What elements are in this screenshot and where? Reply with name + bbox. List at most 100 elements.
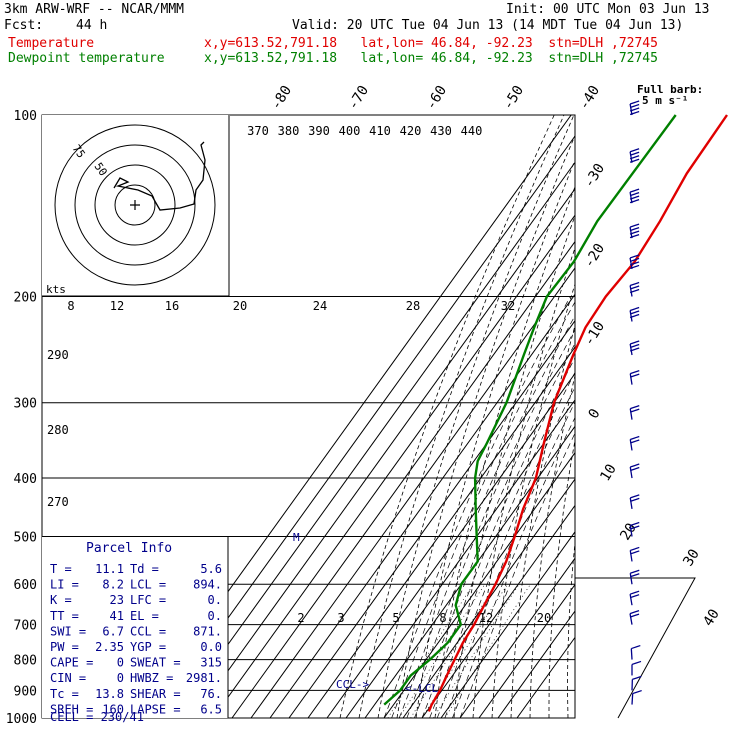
parcel-info-label: YGP = [130, 640, 166, 654]
hodograph-ring-label: 75 [70, 142, 88, 160]
wind-barb [629, 546, 640, 562]
isotherm-line [364, 425, 575, 718]
parcel-info-label: Tc = [50, 687, 79, 701]
temperature-trace [427, 114, 728, 712]
parcel-info-label: K = [50, 593, 72, 607]
isotherm-label: 20 [617, 520, 640, 543]
pressure-tick-label: 500 [14, 530, 37, 545]
dewpoint-legend: Dewpoint temperature [8, 51, 165, 66]
wind-barb [630, 644, 641, 660]
parcel-info-label: LI = [50, 578, 79, 592]
hodograph [54, 124, 216, 286]
moist-adiabat [383, 296, 571, 718]
parcel-info-label: SHEAR = [130, 687, 181, 701]
barb-legend-title: Full barb: [637, 83, 703, 96]
wind-barb [631, 675, 642, 691]
wind-barb [629, 281, 640, 297]
isotherm-line [421, 504, 575, 718]
parcel-info-label: SWI = [50, 624, 86, 638]
valid-time: Valid: 20 UTC Tue 04 Jun 13 (14 MDT Tue … [292, 18, 684, 33]
parcel-info-value: 160 [102, 702, 124, 716]
dry-adiabat [510, 324, 575, 718]
dry-adiabat [548, 438, 575, 718]
moist-adiabat [398, 314, 575, 718]
dry-adiabat [434, 185, 575, 718]
mixing-ratio-label: 20 [537, 611, 551, 625]
isotherm-line [402, 478, 575, 718]
dry-adiabat [339, 115, 555, 718]
pressure-tick-label: 300 [14, 397, 37, 412]
isotherm-label: -70 [345, 83, 372, 113]
wind-barb [629, 188, 640, 204]
wind-barb [631, 660, 642, 676]
parcel-info-label: LAPSE = [130, 702, 181, 716]
isotherm-line [459, 557, 575, 718]
mixing-ratio-label: 12 [479, 611, 493, 625]
hodograph-ring [74, 144, 196, 266]
parcel-info-value: 13.8 [95, 687, 124, 701]
parcel-info-value: 5.6 [200, 562, 222, 576]
hodograph-ring [94, 164, 176, 246]
parcel-info-value: 2981. [186, 671, 222, 685]
wind-barb [629, 463, 640, 479]
isotherm-line [326, 372, 575, 718]
isotherm-label: -40 [576, 83, 603, 113]
dry-adiabat [567, 539, 575, 718]
pressure-tick-label: 600 [14, 578, 37, 593]
parcel-info-panel [42, 537, 228, 718]
dry-adiabat [729, 115, 740, 718]
hodograph-ring-label: 50 [92, 160, 110, 178]
dry-adiabat [529, 374, 575, 718]
parcel-info-value: 0. [208, 593, 222, 607]
wind-barb [629, 609, 640, 625]
parcel-info-value: 0 [117, 656, 124, 670]
moist-adiabat [414, 342, 575, 718]
wind-barb [629, 494, 640, 509]
isotherm-line [383, 451, 575, 718]
wind-barb [629, 435, 640, 451]
dry-adiabat-label: 290 [47, 348, 69, 362]
dry-adiabat [396, 134, 575, 718]
temperature-location: x,y=613.52,791.18 lat,lon= 46.84, -92.23… [204, 36, 658, 51]
isotherm-line [440, 531, 575, 718]
wind-barb [629, 100, 640, 116]
parcel-info-label: T = [50, 562, 72, 576]
parcel-info-value: 871. [193, 624, 222, 638]
wind-barb [629, 254, 640, 270]
parcel-info-label: HWBZ = [130, 671, 173, 685]
parcel-info-value: 6.7 [102, 624, 124, 638]
parcel-info-value: 0. [208, 609, 222, 623]
dewpoint-trace [383, 114, 677, 706]
mixing-ratio-label: 8 [439, 611, 446, 625]
mixing-ratio-label: 5 [392, 611, 399, 625]
parcel-info-label: LFC = [130, 593, 166, 607]
dry-adiabat [669, 115, 731, 718]
parcel-info-title: Parcel Info [86, 541, 172, 556]
mixing-ratio-label: 3 [337, 611, 344, 625]
forecast-label: Fcst: [4, 18, 44, 33]
speed-tick-label: 8 [67, 299, 74, 313]
wind-barb [629, 590, 640, 606]
isotherm-label: -10 [581, 319, 608, 349]
isotherm-label: 10 [597, 461, 620, 484]
parcel-info-label: EL = [130, 609, 159, 623]
parcel-info-label: Td = [130, 562, 159, 576]
parcel-info-value: 2.35 [95, 640, 124, 654]
isotherm-label: 30 [680, 546, 703, 569]
wind-barb [631, 689, 642, 705]
parcel-info-label: LCL = [130, 578, 166, 592]
pressure-tick-label: 200 [14, 291, 37, 306]
forecast-hour: 44 h [76, 18, 108, 33]
isotherm-label: -20 [581, 241, 608, 271]
parcel-info-label: SWEAT = [130, 656, 181, 670]
isotherm-label: -80 [268, 83, 295, 113]
pressure-tick-label: 700 [14, 619, 37, 634]
parcel-info-value: 0 [117, 671, 124, 685]
theta-label: 430 [430, 124, 452, 138]
pressure-tick-label: 1000 [6, 712, 37, 727]
wind-barb [629, 521, 640, 537]
speed-tick-label: 24 [313, 299, 327, 313]
mixing-ratio-line [433, 584, 520, 718]
wind-barb [629, 148, 640, 163]
